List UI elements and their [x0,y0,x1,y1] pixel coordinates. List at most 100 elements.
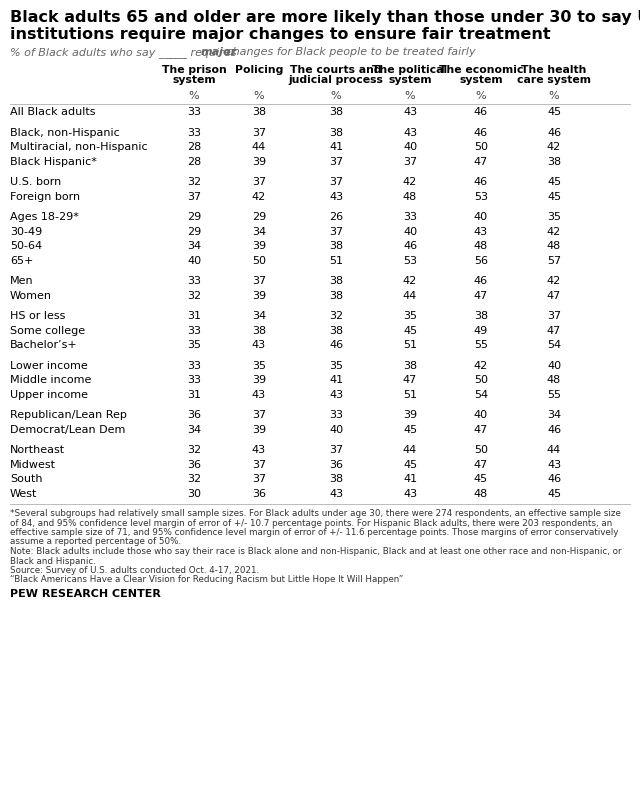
Text: 45: 45 [474,475,488,484]
Text: 46: 46 [547,128,561,138]
Text: 42: 42 [403,178,417,187]
Text: 46: 46 [547,475,561,484]
Text: 35: 35 [547,212,561,222]
Text: 39: 39 [252,375,266,385]
Text: 41: 41 [329,142,343,153]
Text: 34: 34 [547,410,561,420]
Text: 42: 42 [403,276,417,286]
Text: Policing: Policing [235,65,283,75]
Text: % of Black adults who say _____ requires: % of Black adults who say _____ requires [10,47,240,58]
Text: Black adults 65 and older are more likely than those under 30 to say U.S.: Black adults 65 and older are more likel… [10,10,640,25]
Text: 29: 29 [187,212,201,222]
Text: 33: 33 [187,128,201,138]
Text: 42: 42 [547,142,561,153]
Text: 33: 33 [187,276,201,286]
Text: 53: 53 [403,256,417,266]
Text: 44: 44 [403,445,417,455]
Text: 49: 49 [474,326,488,336]
Text: Upper income: Upper income [10,390,88,399]
Text: 37: 37 [252,475,266,484]
Text: 42: 42 [252,192,266,202]
Text: 43: 43 [474,227,488,236]
Text: 44: 44 [547,445,561,455]
Text: 43: 43 [252,390,266,399]
Text: 38: 38 [329,276,343,286]
Text: assume a reported percentage of 50%.: assume a reported percentage of 50%. [10,537,181,546]
Text: Men: Men [10,276,34,286]
Text: 47: 47 [474,291,488,301]
Text: 32: 32 [187,475,201,484]
Text: 37: 37 [329,157,343,167]
Text: 38: 38 [474,312,488,321]
Text: Middle income: Middle income [10,375,92,385]
Text: The courts and: The courts and [290,65,382,75]
Text: 45: 45 [403,326,417,336]
Text: PEW RESEARCH CENTER: PEW RESEARCH CENTER [10,589,161,599]
Text: 38: 38 [252,107,266,117]
Text: Women: Women [10,291,52,301]
Text: 43: 43 [403,107,417,117]
Text: 46: 46 [474,178,488,187]
Text: %: % [331,91,341,101]
Text: 43: 43 [329,192,343,202]
Text: “Black Americans Have a Clear Vision for Reducing Racism but Little Hope It Will: “Black Americans Have a Clear Vision for… [10,575,403,584]
Text: 29: 29 [187,227,201,236]
Text: 47: 47 [474,157,488,167]
Text: 35: 35 [187,341,201,350]
Text: West: West [10,489,37,499]
Text: 47: 47 [474,460,488,470]
Text: 38: 38 [329,475,343,484]
Text: 43: 43 [252,445,266,455]
Text: Multiracial, non-Hispanic: Multiracial, non-Hispanic [10,142,148,153]
Text: 44: 44 [252,142,266,153]
Text: 38: 38 [329,241,343,251]
Text: 37: 37 [252,460,266,470]
Text: 35: 35 [403,312,417,321]
Text: 50: 50 [474,142,488,153]
Text: 39: 39 [252,291,266,301]
Text: 33: 33 [187,375,201,385]
Text: 47: 47 [547,291,561,301]
Text: Midwest: Midwest [10,460,56,470]
Text: 40: 40 [547,361,561,370]
Text: 51: 51 [403,390,417,399]
Text: institutions require major changes to ensure fair treatment: institutions require major changes to en… [10,27,550,42]
Text: The economic: The economic [439,65,523,75]
Text: 32: 32 [187,291,201,301]
Text: 33: 33 [187,326,201,336]
Text: 37: 37 [187,192,201,202]
Text: 38: 38 [252,326,266,336]
Text: Northeast: Northeast [10,445,65,455]
Text: 55: 55 [474,341,488,350]
Text: 32: 32 [329,312,343,321]
Text: 45: 45 [547,107,561,117]
Text: Bachelor’s+: Bachelor’s+ [10,341,77,350]
Text: 33: 33 [403,212,417,222]
Text: %: % [253,91,264,101]
Text: 37: 37 [403,157,417,167]
Text: 46: 46 [403,241,417,251]
Text: system: system [388,75,432,85]
Text: 48: 48 [547,241,561,251]
Text: Black, non-Hispanic: Black, non-Hispanic [10,128,120,138]
Text: 37: 37 [329,178,343,187]
Text: 33: 33 [187,107,201,117]
Text: 65+: 65+ [10,256,33,266]
Text: 46: 46 [474,107,488,117]
Text: 43: 43 [403,128,417,138]
Text: system: system [172,75,216,85]
Text: 44: 44 [403,291,417,301]
Text: 34: 34 [187,241,201,251]
Text: 31: 31 [187,312,201,321]
Text: HS or less: HS or less [10,312,65,321]
Text: All Black adults: All Black adults [10,107,95,117]
Text: 37: 37 [547,312,561,321]
Text: 40: 40 [403,142,417,153]
Text: 46: 46 [474,128,488,138]
Text: 40: 40 [403,227,417,236]
Text: 37: 37 [252,410,266,420]
Text: 40: 40 [329,424,343,435]
Text: 56: 56 [474,256,488,266]
Text: of 84, and 95% confidence level margin of error of +/- 10.7 percentage points. F: of 84, and 95% confidence level margin o… [10,519,612,528]
Text: The prison: The prison [162,65,227,75]
